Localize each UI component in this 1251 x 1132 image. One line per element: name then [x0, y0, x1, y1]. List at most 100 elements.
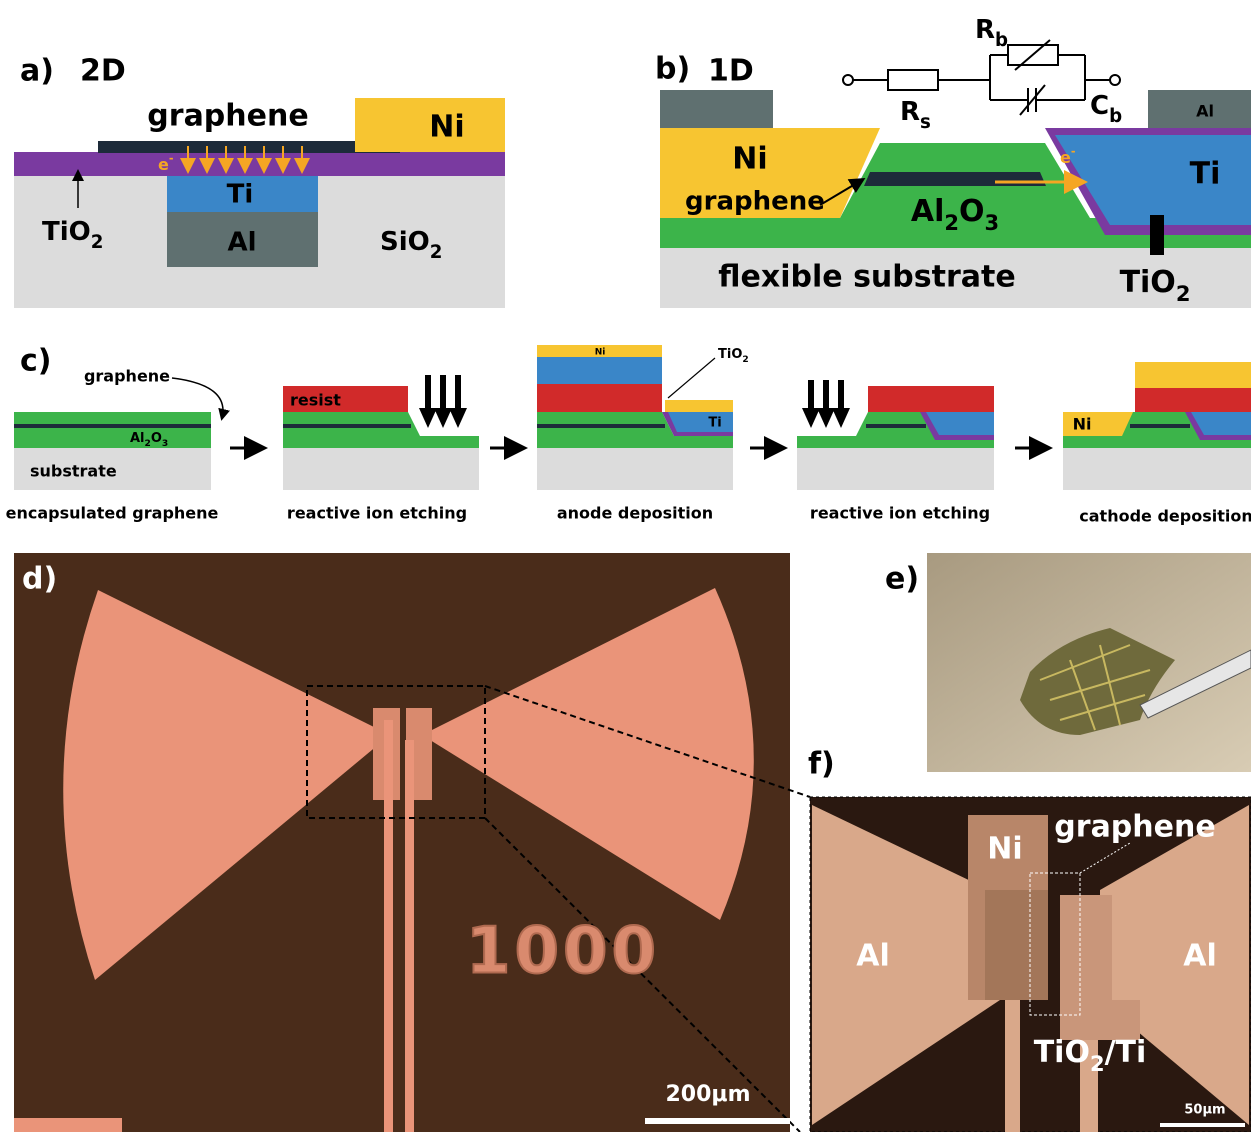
shape — [98, 141, 400, 153]
layer-label: TiO2 — [42, 217, 103, 253]
shape — [384, 720, 393, 1132]
panel-label: d) — [22, 562, 57, 597]
shape — [1014, 39, 1051, 71]
shape — [1148, 90, 1251, 128]
shape — [484, 685, 811, 798]
panel-b: b) 1D Rb Rs Cb Al Ni graphene Al2O3 Ti e… — [655, 15, 1251, 308]
text-part: s — [920, 112, 931, 133]
step-label: reactive ion etching — [810, 504, 990, 523]
shape — [645, 1118, 790, 1124]
text-part: O — [959, 194, 985, 229]
shape — [167, 212, 318, 267]
shape — [537, 384, 662, 412]
shape — [819, 177, 866, 206]
text-part: 2 — [1090, 1052, 1105, 1076]
text-part: TiO — [1120, 265, 1176, 300]
layer-label: Ti — [1190, 157, 1221, 192]
text-part: - — [1071, 145, 1076, 158]
text-part: e — [1060, 148, 1071, 167]
layer-label: graphene — [685, 187, 825, 217]
text-part: e — [158, 155, 169, 174]
panel-c: c) graphene Al2O3 substrate resist Ni Ti… — [6, 344, 1251, 526]
text-part: b — [995, 30, 1008, 51]
shape — [283, 386, 408, 412]
layer-label: Al — [1183, 939, 1217, 974]
layer-label: Al — [1196, 102, 1214, 121]
text-part: - — [169, 152, 174, 165]
text-part: TiO — [1034, 1035, 1090, 1070]
shape — [1130, 424, 1190, 428]
circuit-label: Rb — [975, 15, 1008, 51]
text-part: Al — [130, 431, 145, 446]
text-part: TiO — [42, 217, 91, 247]
text-part: TiO — [718, 347, 742, 362]
layer-label: graphene — [84, 367, 170, 386]
shape — [537, 424, 665, 428]
circuit-label: Cb — [1090, 91, 1122, 127]
shape — [985, 890, 1048, 1000]
shape — [864, 172, 1046, 186]
shape — [1055, 135, 1251, 225]
layer-label: flexible substrate — [718, 260, 1015, 295]
shape — [665, 400, 733, 412]
shape — [823, 380, 829, 410]
shape — [537, 357, 662, 384]
shape — [167, 176, 318, 212]
shape — [812, 805, 1000, 1125]
layer-label: Al2O3 — [911, 194, 999, 236]
shape — [1080, 1040, 1098, 1132]
shape — [1150, 215, 1164, 255]
shape — [1029, 872, 1081, 1016]
text-part: b — [1109, 106, 1122, 127]
layer-label: resist — [290, 391, 341, 410]
title: 1D — [708, 54, 754, 89]
layer-label: SiO2 — [380, 227, 442, 263]
shape — [1079, 842, 1131, 874]
shape — [14, 448, 211, 490]
panel-e: e) — [885, 553, 1251, 772]
shape — [419, 375, 467, 428]
shape — [842, 74, 854, 86]
panel-a: a) 2D graphene Ni e- Ti TiO2 Al SiO2 — [14, 54, 505, 308]
shape — [1139, 649, 1251, 719]
shape — [484, 817, 801, 1132]
shape — [1020, 628, 1175, 735]
shape — [283, 412, 479, 448]
shape — [537, 448, 733, 490]
shape — [1019, 84, 1046, 116]
shape — [887, 69, 939, 91]
shape — [797, 448, 994, 490]
text-part: /Ti — [1105, 1035, 1147, 1070]
shape — [537, 345, 662, 357]
shape — [537, 412, 733, 448]
shape — [1109, 74, 1121, 86]
layer-label: Al — [227, 228, 256, 258]
panel-label: f) — [808, 747, 835, 782]
layer-label: Ni — [987, 832, 1022, 867]
electron-label: e- — [158, 152, 174, 174]
layer-label: TiO2/Ti — [1034, 1035, 1147, 1077]
shape — [419, 408, 437, 428]
shape — [14, 152, 505, 176]
layer-label: Ti — [227, 180, 254, 210]
scale-label: 200μm — [665, 1082, 750, 1107]
shape — [171, 377, 230, 421]
shape — [926, 412, 994, 435]
shape — [808, 380, 814, 410]
text-part: 3 — [985, 211, 1000, 235]
shape — [1039, 644, 1151, 731]
shape — [1063, 412, 1133, 436]
shape — [14, 424, 211, 428]
panel-label: e) — [885, 562, 919, 597]
panel-f: f) Ni graphene Al Al TiO2/Ti 50μm — [808, 747, 1251, 1132]
layer-label: Al2O3 — [130, 431, 168, 449]
shape — [660, 248, 1251, 308]
shape — [817, 408, 835, 428]
shape — [405, 740, 414, 1132]
shape — [832, 408, 850, 428]
text-part: O — [151, 431, 162, 446]
shape — [842, 39, 1121, 116]
layer-label: graphene — [1054, 810, 1215, 845]
